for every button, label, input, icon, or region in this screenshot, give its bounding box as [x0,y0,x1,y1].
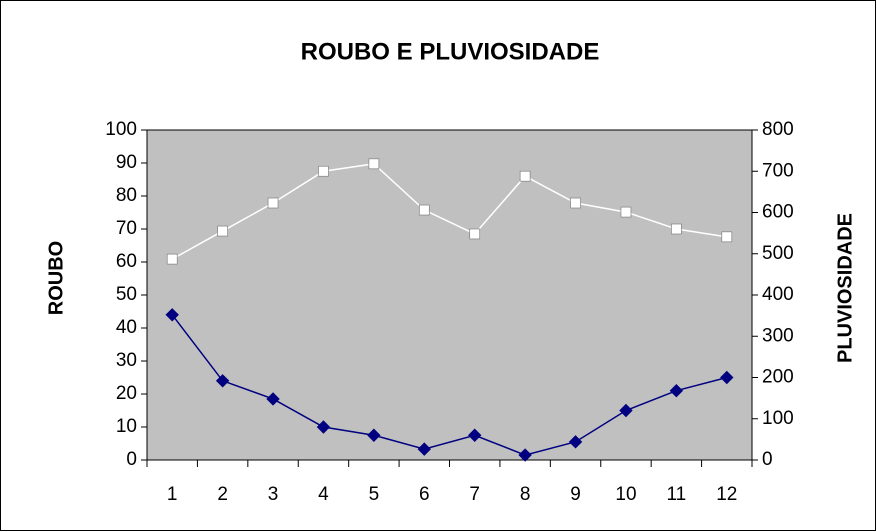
marker [316,420,331,434]
chart-title: ROUBO E PLUVIOSIDADE [301,38,600,65]
y-tick-label: 90 [116,152,137,173]
y2-axis-title: PLUVIOSIDADE [834,213,856,363]
plot-area [146,129,753,461]
y2-tick-label: 400 [762,284,794,305]
y-tick-label: 50 [116,284,137,305]
marker [217,225,228,237]
y-tick-label: 100 [105,119,137,140]
marker [669,383,684,398]
marker [318,165,329,177]
series-line [171,314,727,456]
marker [267,197,279,209]
y-tick-label: 80 [116,185,137,206]
marker [720,370,734,385]
x-tick-label: 10 [615,484,636,505]
y-tick-label: 40 [116,317,137,338]
x-tick-label: 12 [716,484,737,505]
y2-tick-label: 600 [762,202,794,223]
marker [165,308,179,322]
y2-tick-label: 800 [762,119,794,140]
marker [469,228,481,240]
y2-tick-label: 500 [762,243,794,264]
marker [620,206,632,218]
marker [468,428,482,442]
x-tick-label: 6 [419,484,430,505]
x-tick-label: 2 [217,484,228,505]
x-tick-label: 1 [167,484,178,505]
y-tick-label: 30 [116,350,137,371]
y-tick-label: 0 [126,449,137,470]
y-tick-label: 10 [116,416,137,437]
y2-tick-label: 100 [762,408,794,429]
y-tick-label: 20 [116,383,137,404]
marker [568,435,583,449]
series-line [171,163,727,260]
marker [368,158,380,170]
marker [417,442,431,456]
marker [367,428,381,442]
x-tick-label: 11 [667,484,687,505]
y2-tick-label: 700 [762,160,794,181]
x-tick-label: 7 [469,484,480,505]
marker [266,392,280,406]
marker [619,403,633,418]
x-tick-label: 5 [369,484,380,505]
y-tick-label: 70 [116,218,137,239]
y-tick-label: 60 [116,251,137,272]
marker [721,231,733,243]
y2-tick-label: 200 [762,367,794,388]
marker [671,223,682,235]
y2-tick-label: 300 [762,325,794,346]
x-tick-label: 8 [520,484,531,505]
x-tick-label: 3 [268,484,279,505]
x-tick-label: 9 [570,484,581,505]
y2-tick-label: 0 [762,449,773,470]
marker [418,204,430,216]
marker [215,374,230,388]
marker [166,253,178,265]
y-axis-title: ROUBO [45,241,67,315]
marker [518,448,532,462]
x-tick-label: 4 [318,484,329,505]
marker [519,170,531,182]
marker [570,197,581,209]
